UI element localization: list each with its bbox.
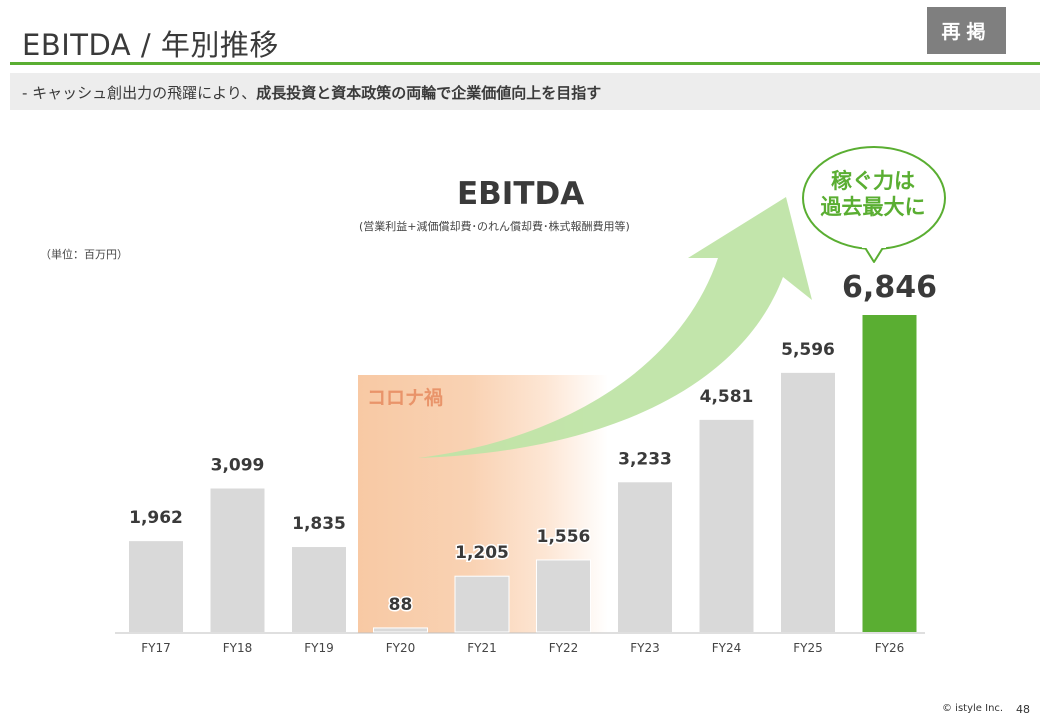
growth-arrow: [418, 197, 812, 458]
bar-fy21: [454, 575, 510, 633]
x-tick-fy17: FY17: [141, 641, 171, 655]
x-tick-fy19: FY19: [304, 641, 334, 655]
value-label-fy23: 3,233: [618, 449, 672, 469]
x-tick-fy22: FY22: [549, 641, 579, 655]
value-label-fy17: 1,962: [129, 508, 183, 528]
bar-fy25: [781, 372, 835, 632]
title-divider: [10, 62, 1040, 65]
bar-fy26: [862, 315, 917, 632]
x-tick-fy25: FY25: [793, 641, 823, 655]
value-label-fy18: 3,099: [211, 456, 265, 476]
value-label-fy20: 88: [389, 595, 413, 615]
bar-fy17: [129, 541, 183, 632]
value-labels: 1,962 3,099 1,835 88 1,205 1,556 3,233 4,581 5,5…: [129, 270, 937, 616]
bar-fy22: [536, 559, 591, 633]
chart-title: EBITDA: [457, 176, 585, 212]
bar-fy20: [373, 627, 428, 633]
unit-label: （単位：百万円）: [40, 248, 128, 261]
bar-fy23: [618, 482, 672, 632]
subtitle-emphasis: 成長投資と資本政策の両輪で企業価値向上を目指す: [256, 84, 602, 102]
x-tick-fy26: FY26: [875, 641, 905, 655]
value-label-fy22: 1,556: [537, 527, 591, 547]
speech-bubble-tail: [863, 245, 885, 263]
bar-fy19: [292, 547, 346, 632]
value-label-fy19: 1,835: [292, 514, 346, 534]
copyright: © istyle Inc.: [942, 703, 1004, 714]
bars-group: [129, 315, 917, 633]
page-title: EBITDA / 年別推移: [22, 28, 279, 62]
x-tick-fy21: FY21: [467, 641, 497, 655]
subtitle-bar: [10, 73, 1040, 110]
bar-fy18: [210, 488, 265, 632]
value-label-fy25: 5,596: [781, 340, 835, 360]
x-tick-fy20: FY20: [386, 641, 416, 655]
chart-subtitle: (営業利益+減価償却費･のれん償却費･株式報酬費用等): [359, 220, 630, 233]
page-number: 48: [1016, 703, 1030, 716]
value-label-fy26: 6,846: [842, 270, 937, 305]
subtitle-prefix: - キャッシュ創出力の飛躍により、: [22, 84, 257, 102]
bar-fy24: [699, 419, 754, 632]
bubble-line-1: 稼ぐ力は: [831, 169, 915, 193]
x-tick-fy24: FY24: [712, 641, 742, 655]
value-label-fy21: 1,205: [455, 543, 509, 563]
bubble-text: 稼ぐ力は 過去最大に: [808, 168, 938, 220]
bubble-line-2: 過去最大に: [820, 195, 926, 219]
x-tick-labels: FY17 FY18 FY19 FY20 FY21 FY22 FY23 FY24 FY25 FY26: [141, 641, 904, 655]
value-label-fy24: 4,581: [700, 387, 754, 407]
x-tick-fy23: FY23: [630, 641, 660, 655]
subtitle: - キャッシュ創出力の飛躍により、成長投資と資本政策の両輪で企業価値向上を目指す: [22, 82, 601, 103]
covid-label: コロナ禍: [367, 387, 444, 409]
reposted-badge: 再掲: [927, 7, 1006, 54]
x-tick-fy18: FY18: [223, 641, 253, 655]
